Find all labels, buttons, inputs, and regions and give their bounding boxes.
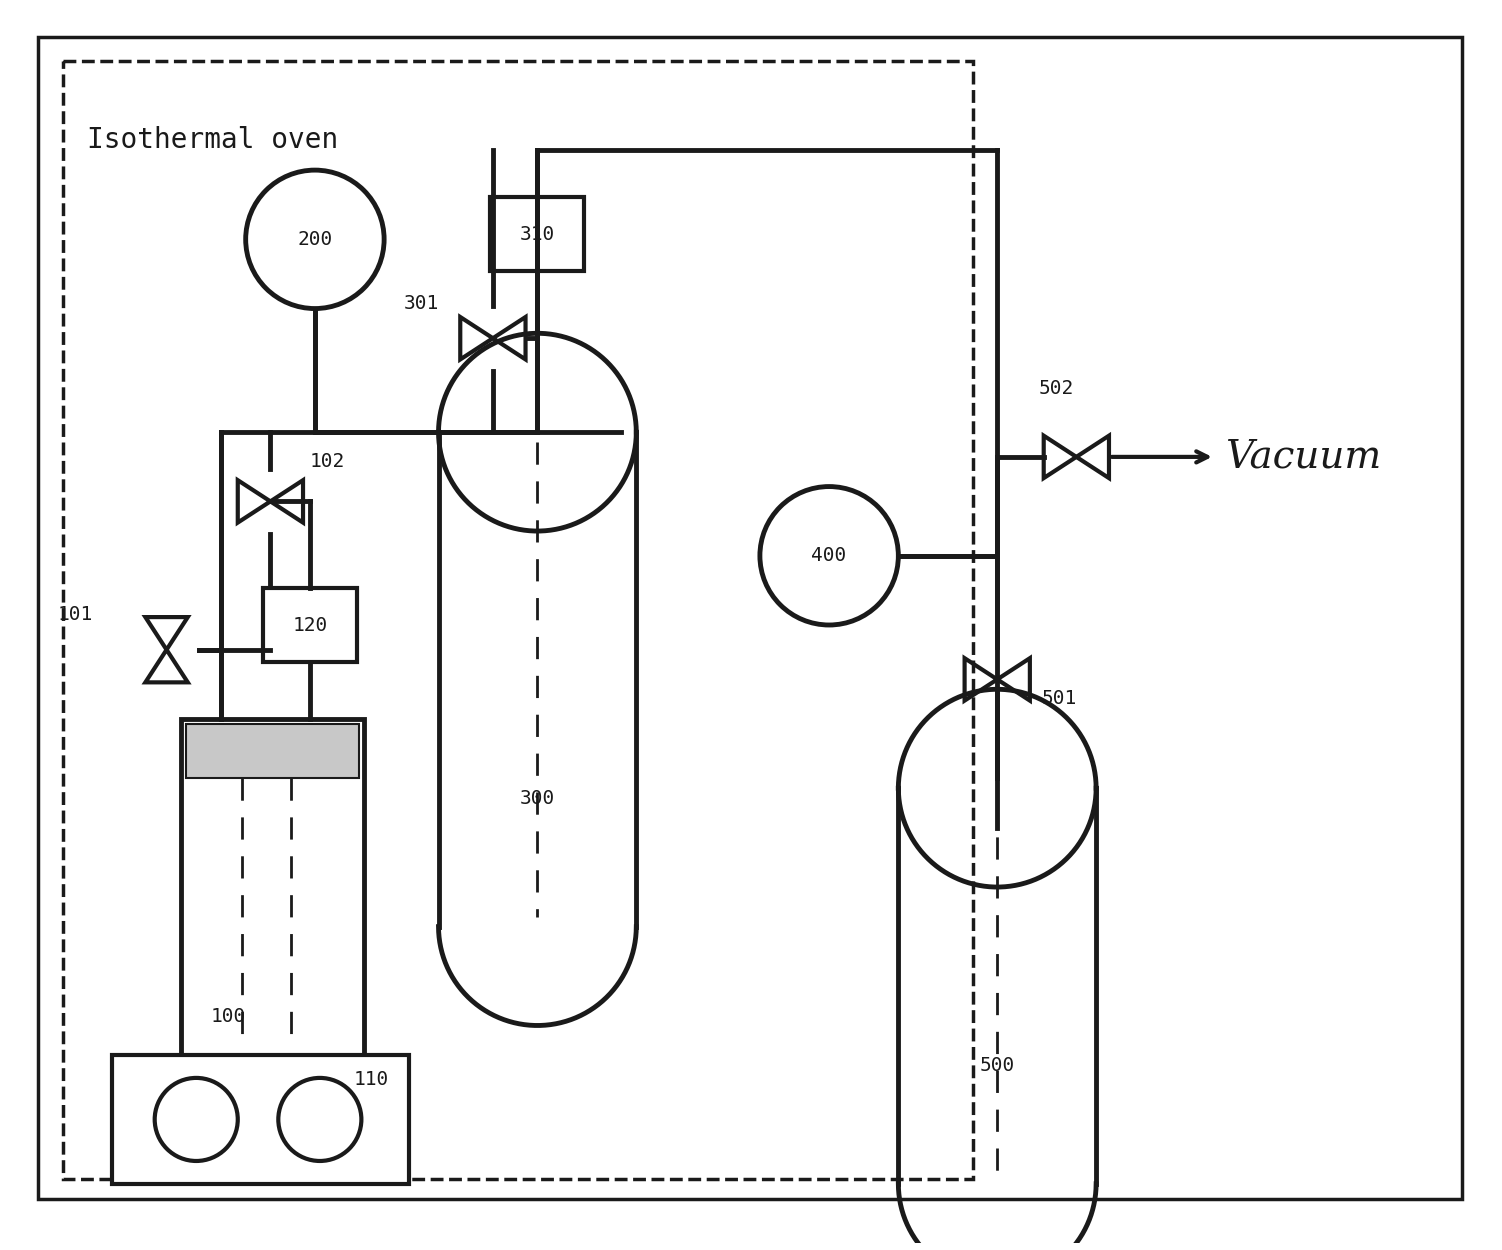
Bar [182, 719, 365, 1055]
Circle shape [246, 170, 385, 309]
Text: 301: 301 [404, 294, 439, 312]
Circle shape [278, 1078, 362, 1161]
Text: 102: 102 [309, 452, 345, 471]
Bar [63, 61, 972, 1179]
Text: 400: 400 [811, 546, 847, 565]
Text: 500: 500 [979, 1055, 1015, 1075]
Text: 110: 110 [354, 1070, 389, 1089]
Bar [186, 724, 359, 779]
Text: 300: 300 [520, 789, 556, 808]
Text: Isothermal oven: Isothermal oven [87, 125, 339, 154]
Text: 310: 310 [520, 225, 556, 244]
Text: 200: 200 [297, 230, 332, 249]
Text: 100: 100 [212, 1006, 246, 1025]
Text: 101: 101 [57, 605, 93, 624]
Text: 501: 501 [1042, 689, 1077, 709]
Bar [113, 1055, 409, 1184]
Text: Vacuum: Vacuum [1224, 439, 1380, 475]
Text: 502: 502 [1039, 379, 1074, 398]
Text: 120: 120 [293, 615, 327, 635]
Bar [263, 588, 357, 663]
Circle shape [155, 1078, 237, 1161]
Circle shape [760, 486, 898, 625]
Bar [491, 198, 584, 271]
